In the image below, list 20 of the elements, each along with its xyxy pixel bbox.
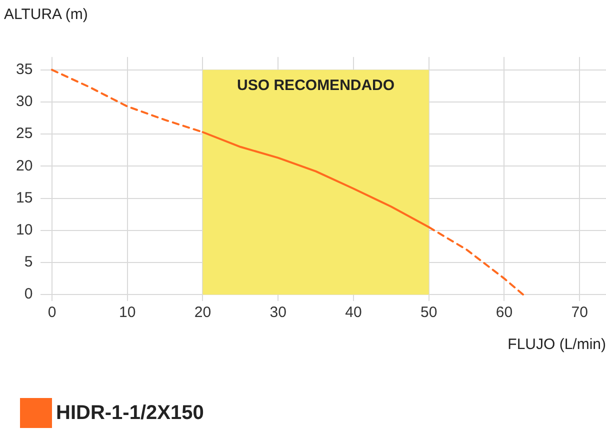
- x-axis-title: FLUJO (L/min): [508, 336, 606, 353]
- x-tick-label: 0: [48, 304, 56, 322]
- y-tick-label: 10: [16, 222, 33, 239]
- y-tick-label: 30: [16, 93, 33, 110]
- y-tick-label: 25: [16, 125, 33, 142]
- y-tick-label: 0: [24, 286, 33, 303]
- x-tick-label: 50: [420, 304, 438, 322]
- y-tick-label: 20: [16, 157, 33, 174]
- x-tick-label: 10: [119, 304, 136, 322]
- x-tick-label: 30: [270, 304, 286, 322]
- x-tick-label: 40: [345, 304, 362, 322]
- legend-label: HIDR-1-1/2X150: [56, 402, 204, 424]
- band-label: USO RECOMENDADO: [237, 76, 395, 94]
- y-axis-title: ALTURA (m): [4, 6, 88, 23]
- y-tick-label: 15: [16, 189, 33, 206]
- y-tick-label: 35: [16, 60, 33, 78]
- x-tick-label: 20: [194, 304, 212, 322]
- x-tick-label: 70: [571, 304, 588, 322]
- y-tick-label: 5: [24, 254, 33, 271]
- x-tick-label: 60: [496, 304, 513, 322]
